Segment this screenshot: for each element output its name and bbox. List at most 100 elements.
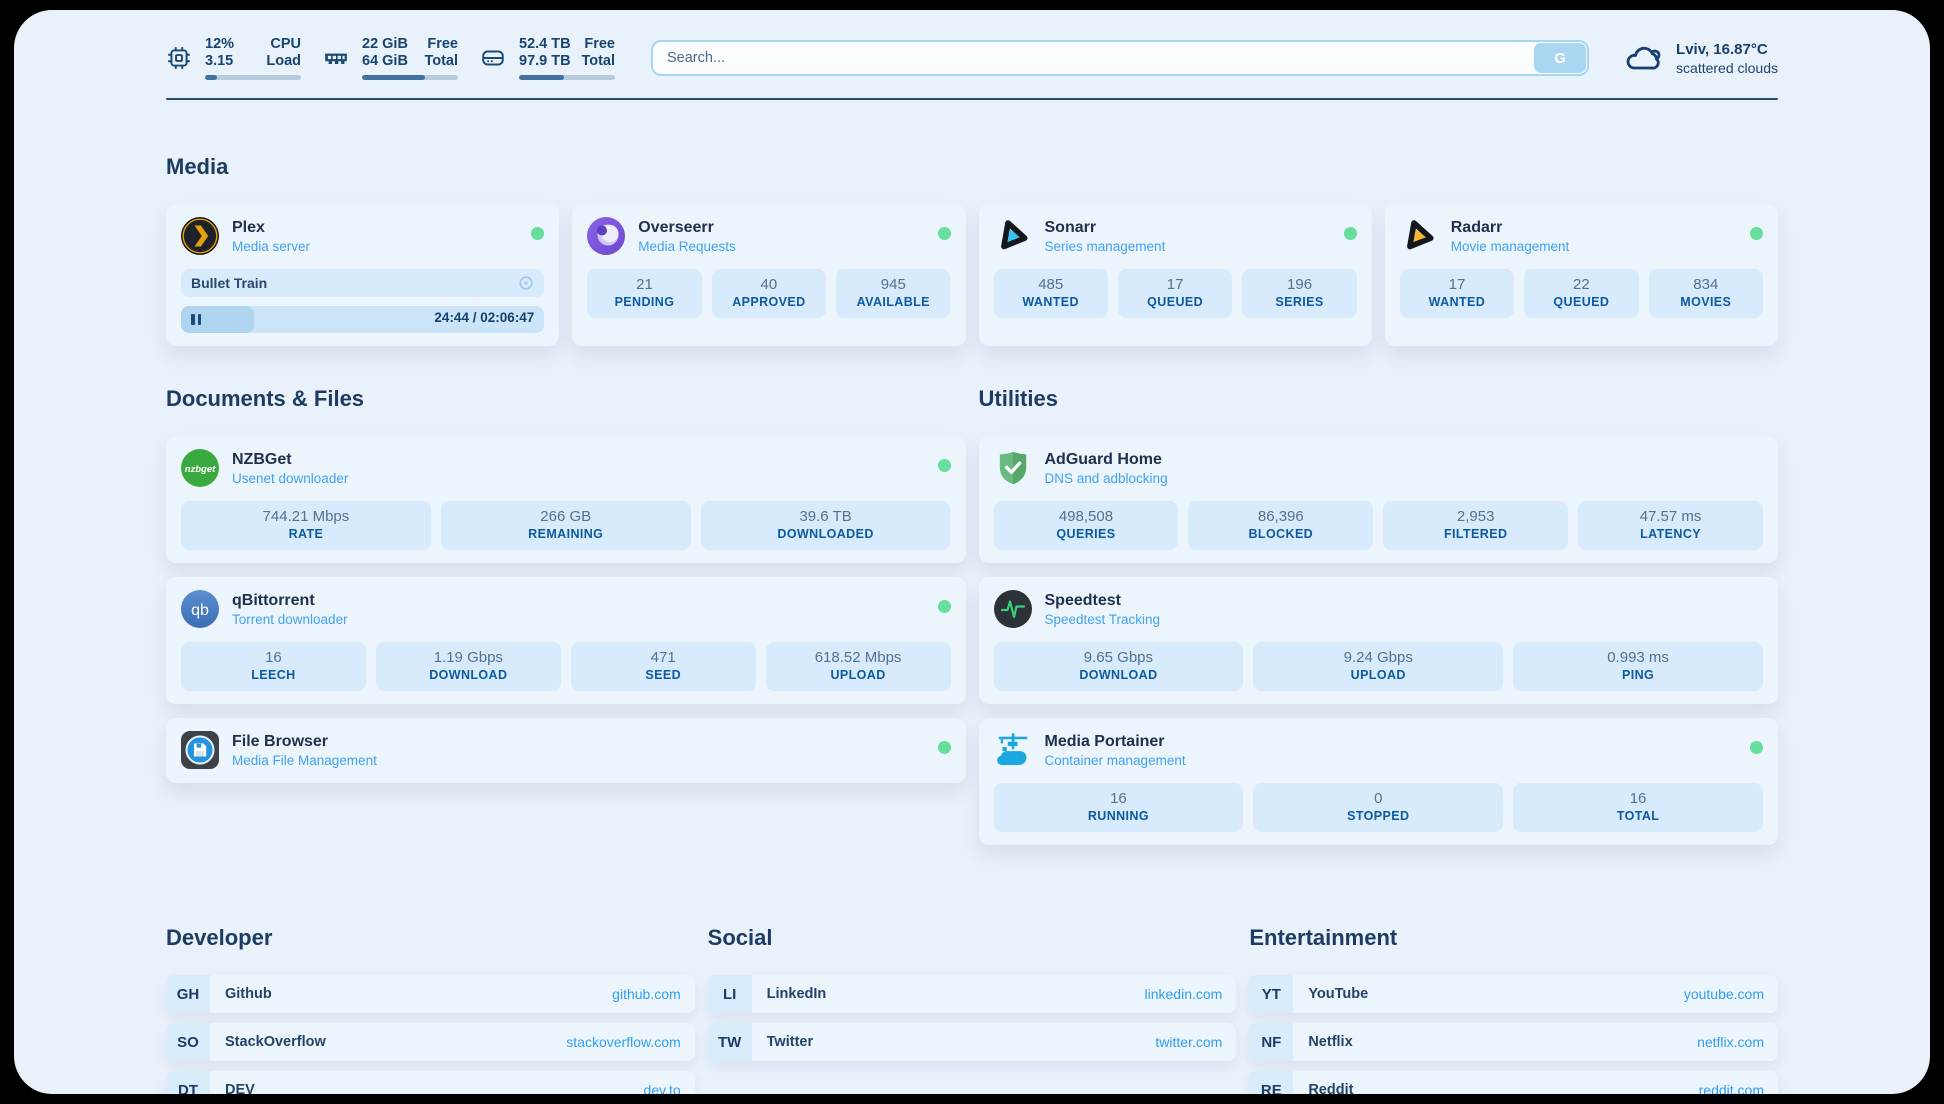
link-name: DEV (225, 1082, 255, 1094)
stat-box: 834 MOVIES (1648, 269, 1763, 318)
qbittorrent-icon: qb (181, 590, 219, 628)
memory-free-label: Free (427, 36, 458, 52)
cloud-icon (1623, 38, 1663, 78)
adguard-card[interactable]: AdGuard Home DNS and adblocking 498,508 … (978, 436, 1778, 563)
stat-box: 47.57 ms LATENCY (1578, 501, 1763, 550)
weather-location-temp: Lviv, 16.87°C (1676, 40, 1768, 58)
disk-icon (480, 45, 506, 71)
link-url[interactable]: netflix.com (1697, 1034, 1764, 1050)
link-row-stackoverflow[interactable]: SO StackOverflow stackoverflow.com (166, 1023, 695, 1061)
nzbget-card[interactable]: nzbget NZBGet Usenet downloader 744.21 M… (166, 436, 966, 563)
filebrowser-title: File Browser (232, 733, 329, 750)
link-badge: DT (166, 1071, 210, 1094)
overseerr-status-dot (937, 227, 951, 240)
portainer-status-dot (1750, 741, 1763, 754)
playback-progress-bar[interactable]: 24:44 / 02:06:47 (181, 306, 545, 333)
portainer-icon (994, 731, 1032, 769)
link-url[interactable]: twitter.com (1155, 1034, 1223, 1050)
memory-icon (323, 45, 349, 71)
filebrowser-icon (181, 731, 219, 769)
link-row-youtube[interactable]: YT YouTube youtube.com (1249, 975, 1778, 1013)
disk-stat: 52.4 TB 97.9 TB Free Total (480, 36, 615, 80)
nzbget-status-dot (937, 459, 951, 472)
disk-progress-bar (519, 75, 615, 80)
link-badge: TW (707, 1023, 752, 1061)
stat-box: 17 WANTED (1399, 269, 1515, 318)
stat-box: 485 WANTED (993, 269, 1108, 318)
link-row-reddit[interactable]: RE Reddit reddit.com (1249, 1071, 1778, 1094)
documents-column: Documents & Files nzbget NZBGet U (166, 386, 966, 783)
link-url[interactable]: reddit.com (1698, 1082, 1764, 1094)
link-badge: LI (707, 975, 752, 1013)
speedtest-card[interactable]: Speedtest Speedtest Tracking 9.65 Gbps D… (978, 577, 1778, 704)
header: 12% 3.15 CPU Load (166, 10, 1778, 80)
plex-title: Plex (232, 219, 265, 236)
plex-subtitle: Media server (232, 239, 311, 254)
memory-free-value: 22 GiB (362, 36, 408, 52)
overseerr-icon (587, 217, 626, 255)
link-url[interactable]: stackoverflow.com (566, 1034, 681, 1050)
cpu-load-value: 3.15 (205, 53, 234, 69)
link-url[interactable]: linkedin.com (1144, 986, 1223, 1002)
stat-box: 618.52 Mbps UPLOAD (765, 642, 951, 691)
memory-progress-bar (362, 75, 458, 80)
link-name: Netflix (1308, 1034, 1353, 1050)
qbittorrent-title: qBittorrent (232, 592, 315, 609)
plex-status-dot (531, 227, 545, 240)
link-row-netflix[interactable]: NF Netflix netflix.com (1249, 1023, 1778, 1061)
pause-icon[interactable] (191, 314, 201, 325)
link-name: Reddit (1308, 1082, 1354, 1094)
media-type-icon (518, 275, 534, 291)
radarr-title: Radarr (1450, 219, 1503, 236)
link-badge: SO (166, 1023, 210, 1061)
filebrowser-card[interactable]: File Browser Media File Management (166, 718, 966, 783)
link-row-linkedin[interactable]: LI LinkedIn linkedin.com (707, 975, 1237, 1013)
utilities-column: Utilities AdGuard Home (978, 386, 1778, 845)
section-title-developer: Developer (166, 925, 273, 950)
nzbget-subtitle: Usenet downloader (232, 471, 349, 486)
stat-box: 16 LEECH (181, 642, 366, 691)
system-stats: 12% 3.15 CPU Load (166, 36, 615, 80)
sonarr-card[interactable]: Sonarr Series management 485 WANTED 17 Q… (978, 204, 1372, 346)
nzbget-icon: nzbget (181, 449, 219, 487)
cpu-load-label: Load (266, 53, 301, 69)
overseerr-card[interactable]: Overseerr Media Requests 21 PENDING 40 A… (572, 204, 966, 346)
search-engine-button[interactable]: G (1534, 43, 1587, 73)
search-input[interactable] (651, 40, 1590, 76)
stat-box: 16 RUNNING (993, 783, 1244, 832)
stat-box: 471 SEED (570, 642, 756, 691)
link-badge: GH (166, 975, 210, 1013)
link-name: Github (225, 986, 272, 1002)
radarr-status-dot (1750, 227, 1763, 240)
speedtest-title: Speedtest (1044, 592, 1121, 609)
link-url[interactable]: youtube.com (1683, 986, 1764, 1002)
link-url[interactable]: github.com (612, 986, 681, 1002)
dashboard-page: 12% 3.15 CPU Load (14, 10, 1930, 1094)
link-badge: NF (1249, 1023, 1294, 1061)
overseerr-subtitle: Media Requests (638, 239, 736, 254)
sonarr-title: Sonarr (1044, 219, 1097, 236)
link-row-twitter[interactable]: TW Twitter twitter.com (707, 1023, 1237, 1061)
stat-box: 9.65 Gbps DOWNLOAD (993, 642, 1244, 691)
qbittorrent-card[interactable]: qb qBittorrent Torrent downloader 16 LEE… (166, 577, 966, 704)
link-url[interactable]: dev.to (643, 1082, 681, 1094)
stat-box: 22 QUEUED (1524, 269, 1639, 318)
svg-text:nzbget: nzbget (185, 464, 216, 475)
link-badge: YT (1249, 975, 1294, 1013)
disk-total-value: 97.9 TB (519, 53, 571, 69)
link-row-github[interactable]: GH Github github.com (166, 975, 695, 1013)
cpu-usage-value: 12% (205, 36, 235, 52)
radarr-card[interactable]: Radarr Movie management 17 WANTED 22 QUE… (1384, 204, 1778, 346)
weather-widget[interactable]: Lviv, 16.87°C scattered clouds (1623, 38, 1778, 78)
section-title-media: Media (166, 154, 229, 179)
cpu-stat: 12% 3.15 CPU Load (166, 36, 301, 80)
link-name: YouTube (1308, 986, 1369, 1002)
speedtest-icon (993, 590, 1032, 628)
adguard-icon (994, 449, 1032, 487)
media-cards: Plex Media server Bullet Train 24:44 / 0… (166, 204, 1778, 346)
section-title-utilities: Utilities (978, 386, 1058, 411)
link-row-dev[interactable]: DT DEV dev.to (166, 1071, 695, 1094)
portainer-card[interactable]: Media Portainer Container management 16 … (978, 718, 1778, 845)
developer-column: Developer GH Github github.com SO StackO… (166, 925, 695, 1094)
plex-card[interactable]: Plex Media server Bullet Train 24:44 / 0… (166, 204, 560, 346)
